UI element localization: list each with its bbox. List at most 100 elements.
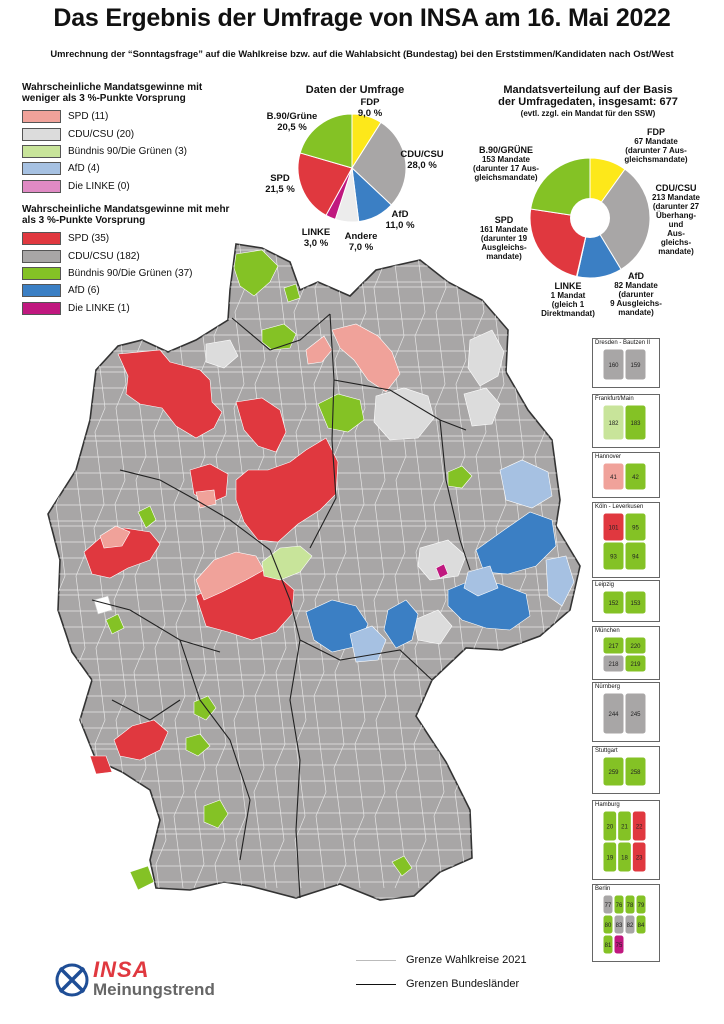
constituency-gruene-kiel — [283, 283, 301, 303]
inset-district-number: 219 — [630, 662, 641, 668]
legend-strong-item: SPD (35) — [22, 230, 232, 247]
inset-district-number: 84 — [638, 923, 645, 929]
inset-district — [617, 810, 632, 842]
inset-district-number: 80 — [605, 923, 612, 929]
inset-district-number: 22 — [636, 825, 643, 831]
inset-district-number: 218 — [608, 662, 619, 668]
inset-district — [602, 348, 625, 381]
inset-title: Stuttgart — [595, 748, 618, 754]
inset-district-number: 83 — [616, 923, 623, 929]
inset-district-number: 244 — [608, 712, 619, 718]
seats-donut-chart — [530, 158, 650, 278]
inset-district-number: 258 — [630, 770, 641, 776]
legend-swatch — [22, 249, 61, 263]
legend-swatch — [22, 179, 61, 193]
donut-hole — [570, 198, 610, 238]
inset-map: 41 42 — [602, 462, 647, 491]
inset-hamburg: Hamburg 20 21 22 19 18 23 — [592, 800, 660, 880]
legend-swatch — [22, 144, 61, 158]
inset-stuttgart: Stuttgart 259 258 — [592, 746, 660, 794]
inset-district-number: 152 — [608, 601, 619, 607]
inset-title: Dresden - Bautzen II — [595, 340, 651, 346]
constituency-afd-ostthueringen — [383, 599, 419, 649]
inset-district — [602, 810, 618, 842]
inset-district — [631, 810, 647, 842]
pie2-label-gruene: B.90/GRÜNE 153 Mandate (darunter 17 Aus-gl… — [473, 145, 539, 183]
inset-district — [624, 756, 647, 787]
constituency-spd-light-ruhr — [99, 525, 131, 549]
inset-district — [617, 841, 632, 873]
inset-district — [624, 512, 647, 542]
inset-district — [624, 541, 647, 571]
inset-map: 101 95 93 94 — [602, 512, 647, 571]
inset-district-number: 19 — [606, 856, 613, 862]
pie1-label-gruene: B.90/Grüne 20,5 % — [266, 111, 318, 133]
legend-weak-item: Bündnis 90/Die Grünen (3) — [22, 143, 232, 160]
inset-district-number: 41 — [610, 475, 617, 481]
pie2-label-fdp: FDP 67 Mandate (darunter 7 Aus-gleichsmand… — [624, 127, 688, 165]
legend-strong-item: CDU/CSU (182) — [22, 247, 232, 264]
inset-district-number: 94 — [632, 555, 639, 561]
constituency-gruene-hannover — [317, 393, 365, 433]
pie-slice-gruene — [299, 114, 353, 169]
constituency-gruene-freiburg — [129, 865, 155, 891]
inset-district-number: 78 — [627, 903, 634, 909]
inset-district — [624, 462, 647, 491]
inset-map: 20 21 22 19 18 23 — [602, 810, 647, 873]
pie1-label-linke: LINKE 3,0 % — [301, 227, 331, 249]
inset-district — [624, 692, 647, 735]
pie1-label-andere: Andere 7,0 % — [344, 231, 378, 253]
inset-district-number: 18 — [621, 856, 628, 862]
inset-district — [635, 894, 647, 915]
inset-district — [624, 404, 647, 441]
legend-swatch — [22, 284, 61, 298]
constituency-afd-light-east — [545, 555, 575, 607]
pie2-label-afd: AfD 82 Mandate (darunter 9 Ausgleichs-manda… — [610, 271, 662, 318]
inset-leipzig: Leipzig 152 153 — [592, 580, 660, 622]
inset-district-number: 81 — [605, 943, 612, 949]
pie-slice-gruene — [530, 158, 591, 219]
legend-weak-margin: Wahrscheinliche Mandatsgewinne mit wenig… — [22, 82, 232, 195]
inset-m-nchen: München 217 220 218 219 — [592, 626, 660, 680]
inset-district-number: 82 — [627, 923, 634, 929]
legend-swatch — [22, 232, 61, 246]
inset-n-rnberg: Nürnberg 244 245 — [592, 682, 660, 742]
wahlkreis-border-label: Grenze Wahlkreise 2021 — [406, 954, 527, 966]
legend-swatch — [22, 110, 61, 124]
constituency-cdu-light-altmark — [373, 387, 435, 441]
inset-map: 217 220 218 219 — [602, 636, 647, 673]
state-borders — [91, 313, 471, 899]
survey-pie-chart — [298, 114, 406, 222]
inset-district-number: 153 — [630, 601, 641, 607]
constituency-cdu-light-brandenburg — [463, 387, 501, 427]
inset-district — [602, 914, 614, 935]
constituency-spd-light-mv — [331, 323, 401, 393]
inset-map: 160 159 — [602, 348, 647, 381]
inset-title: Hamburg — [595, 802, 620, 808]
inset-map: 259 258 — [602, 756, 647, 787]
inset-district — [624, 894, 636, 915]
inset-district-number: 217 — [608, 644, 619, 650]
state-line-sample — [356, 983, 396, 985]
inset-district-number: 20 — [606, 825, 613, 831]
insa-logo: INSA Meinungstrend — [54, 959, 215, 1000]
constituency-gruene-muenchen — [391, 855, 413, 877]
inset-title: Berlin — [595, 886, 611, 892]
inset-district — [613, 934, 625, 955]
constituency-afd-light-sachsen — [463, 565, 499, 597]
inset-district — [602, 404, 625, 441]
legend-swatch — [22, 162, 61, 176]
inset-district-number: 77 — [605, 903, 612, 909]
page-title: Das Ergebnis der Umfrage von INSA am 16.… — [53, 4, 671, 32]
inset-map: 182 183 — [602, 404, 647, 441]
constituency-spd-ostfriesland — [117, 349, 223, 439]
logo-sub: Meinungstrend — [93, 980, 215, 999]
legend-swatch — [22, 127, 61, 141]
inset-map: 244 245 — [602, 692, 647, 735]
inset-district-number: 42 — [632, 475, 639, 481]
inset-hannover: Hannover 41 42 — [592, 452, 660, 498]
inset-title: München — [595, 628, 620, 634]
inset-k-ln-leverkusen: Köln - Leverkusen 101 95 93 94 — [592, 502, 660, 578]
constituency-gruene-flensburg — [233, 249, 279, 297]
inset-district — [602, 462, 625, 491]
